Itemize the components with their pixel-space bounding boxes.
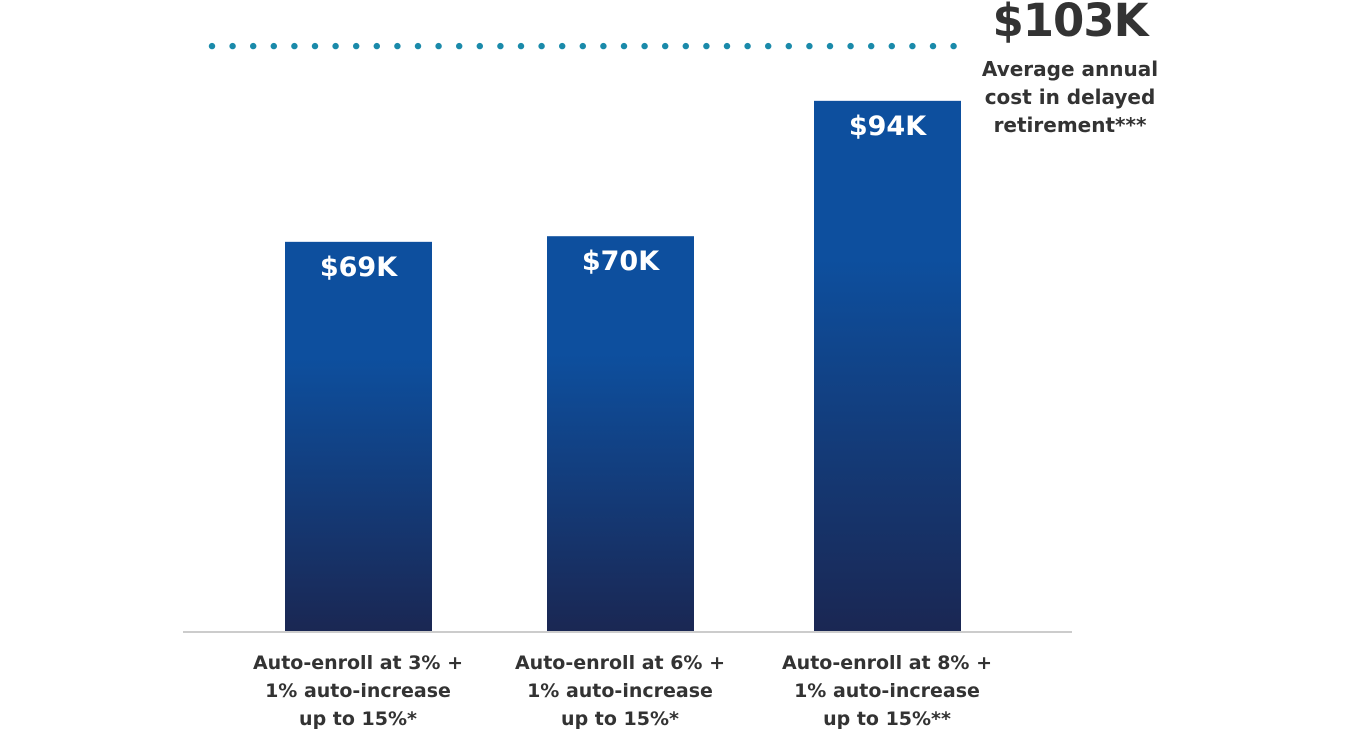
reference-line-dot — [929, 42, 937, 50]
reference-label-line: cost in delayed — [984, 85, 1156, 109]
reference-line-dot — [250, 42, 257, 50]
reference-line-dot — [353, 42, 360, 50]
x-tick-label-line: Auto-enroll at 6% + — [514, 652, 726, 674]
x-tick-label-line: 1% auto-increase — [794, 680, 980, 702]
x-tick-label-line: up to 15%* — [299, 708, 417, 730]
reference-line-dot — [785, 42, 792, 50]
reference-line-dot — [579, 42, 586, 50]
bar — [285, 241, 432, 631]
x-tick-label: Auto-enroll at 3% + 1% auto-increase up … — [228, 649, 488, 733]
bar — [814, 100, 961, 632]
bar-value-label: $70K — [581, 246, 660, 278]
reference-line-dot — [826, 42, 834, 50]
reference-line-dot — [229, 42, 236, 50]
reference-line-dot — [950, 42, 957, 50]
bar — [547, 236, 694, 631]
reference-line-dot — [394, 42, 401, 50]
reference-line-dot — [723, 42, 731, 50]
x-tick-label: Auto-enroll at 8% + 1% auto-increase up … — [757, 649, 1017, 733]
x-tick-label-line: Auto-enroll at 3% + — [252, 652, 464, 674]
bar-value-label: $69K — [319, 251, 398, 283]
reference-line-dot — [291, 42, 298, 50]
reference-line-dot — [476, 42, 483, 50]
x-tick-label-line: up to 15%** — [823, 708, 951, 730]
x-tick-label-line: up to 15%* — [561, 708, 679, 730]
reference-line-dot — [208, 42, 216, 50]
reference-line-dot — [600, 42, 607, 50]
reference-line-dot — [847, 42, 854, 50]
reference-line-dot — [456, 42, 463, 50]
reference-line-dot — [497, 42, 504, 50]
reference-label-line: retirement*** — [993, 113, 1147, 137]
x-tick-label: Auto-enroll at 6% + 1% auto-increase up … — [490, 649, 750, 733]
reference-value: $103K — [992, 0, 1148, 47]
reference-line-dot — [888, 42, 895, 50]
reference-line-dot — [270, 42, 277, 50]
reference-line-dot — [641, 42, 648, 50]
reference-line-dot — [620, 42, 628, 50]
x-tick-label-line: 1% auto-increase — [527, 680, 713, 702]
reference-label-line: Average annual — [981, 57, 1159, 81]
reference-line-dot — [806, 42, 813, 50]
reference-line-dot — [744, 42, 751, 50]
reference-line-dot — [682, 42, 689, 50]
reference-line-dot — [332, 42, 339, 50]
reference-line-dot — [662, 42, 669, 50]
reference-line-dot — [559, 42, 566, 50]
x-tick-label-line: Auto-enroll at 8% + — [781, 652, 993, 674]
bar-value-label: $94K — [848, 110, 927, 142]
reference-line-dot — [517, 42, 525, 50]
reference-line-dot — [435, 42, 442, 50]
reference-label: Average annual cost in delayed retiremen… — [970, 55, 1170, 139]
reference-line-dot — [538, 42, 545, 50]
reference-line-dot — [414, 42, 422, 50]
reference-line-dot — [909, 42, 916, 50]
x-tick-label-line: 1% auto-increase — [265, 680, 451, 702]
reference-line-dot — [703, 42, 710, 50]
reference-line-dot — [765, 42, 772, 50]
reference-line-dot — [311, 42, 319, 50]
reference-line-dot — [868, 42, 875, 50]
reference-line-dot — [373, 42, 380, 50]
